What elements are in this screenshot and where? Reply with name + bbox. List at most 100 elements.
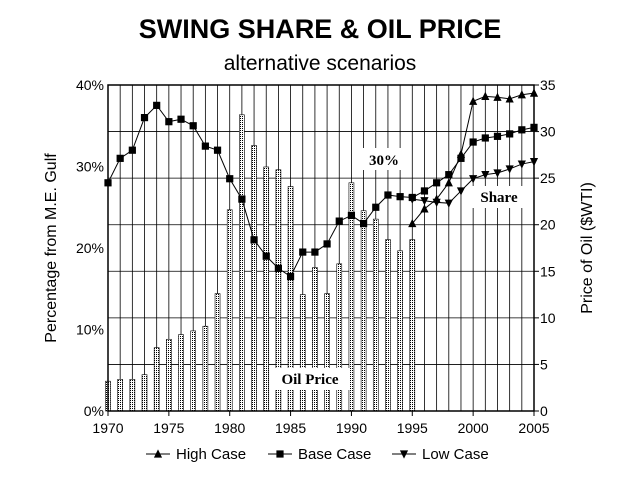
series-point-base-case — [140, 114, 149, 122]
y-right-tick-label: 10 — [540, 310, 556, 326]
series-point-low-case — [505, 165, 514, 174]
y-right-tick-label: 0 — [540, 403, 548, 419]
series-point-low-case — [432, 198, 441, 207]
y-axis-left-label: Percentage from M.E. Gulf — [43, 153, 60, 343]
series-point-low-case — [481, 171, 490, 180]
legend-marker — [153, 449, 163, 458]
axis-ticks: 1970 1975 1980 1985 1990 1995 2000 20050%10%20%… — [76, 77, 556, 436]
series-point-high-case — [505, 94, 514, 103]
annotation-share-level-text: 30% — [369, 153, 399, 169]
oil-price-bar — [117, 379, 123, 412]
y-left-tick-label: 20% — [76, 240, 104, 256]
y-left-tick-label: 0% — [84, 403, 104, 419]
series-point-base-case — [372, 203, 380, 211]
oil-price-bar — [226, 209, 233, 412]
legend-label: High Case — [176, 446, 246, 463]
annotation-oil-price: Oil Price — [270, 368, 350, 390]
series-point-base-case — [286, 272, 295, 281]
series-point-high-case — [481, 91, 490, 101]
series-point-low-case — [469, 175, 478, 184]
series-point-low-case — [408, 195, 417, 204]
share-lines — [104, 88, 539, 281]
y-right-tick-label: 25 — [540, 170, 556, 186]
x-tick-label: 1995 — [397, 420, 428, 436]
legend-label: Base Case — [298, 446, 371, 463]
series-point-base-case — [445, 171, 453, 179]
series-point-base-case — [238, 195, 246, 203]
x-tick-label: 2000 — [458, 420, 489, 436]
annotation-share-level: 30% — [362, 148, 406, 170]
series-point-base-case — [469, 138, 477, 146]
oil-price-bar — [129, 379, 136, 412]
series-point-base-case — [213, 146, 222, 154]
series-point-base-case — [299, 248, 307, 256]
oil-price-bar — [202, 325, 209, 412]
chart-subtitle: alternative scenarios — [224, 52, 417, 75]
oil-price-bar — [409, 239, 416, 412]
y-right-tick-label: 20 — [540, 217, 556, 233]
x-tick-label: 1985 — [275, 420, 306, 436]
series-point-base-case — [396, 193, 404, 201]
x-tick-label: 2005 — [518, 420, 549, 436]
oil-price-bar — [372, 218, 379, 412]
series-point-base-case — [335, 217, 343, 225]
series-point-base-case — [226, 175, 234, 183]
y-axis-right-label: Price of Oil ($WTI) — [579, 182, 596, 314]
series-point-high-case — [408, 218, 417, 228]
series-point-low-case — [493, 169, 502, 178]
series-point-base-case — [481, 134, 489, 142]
legend-item-base-case: Base Case — [268, 446, 371, 463]
oil-price-bar — [141, 374, 148, 412]
series-point-high-case — [420, 204, 429, 213]
y-left-tick-label: 30% — [76, 159, 104, 175]
oil-price-bar — [251, 145, 257, 412]
y-right-tick-label: 35 — [540, 77, 556, 93]
x-tick-label: 1975 — [153, 420, 184, 436]
series-point-base-case — [506, 130, 514, 138]
series-point-base-case — [323, 240, 331, 248]
series-point-base-case — [153, 101, 161, 109]
series-point-high-case — [469, 96, 478, 105]
oil-price-bar — [360, 210, 367, 412]
series-point-base-case — [128, 146, 136, 154]
series-point-low-case — [420, 197, 429, 206]
series-point-high-case — [517, 90, 526, 99]
chart-title: SWING SHARE & OIL PRICE — [139, 14, 502, 44]
series-point-base-case — [347, 211, 356, 219]
series-point-base-case — [177, 115, 185, 123]
series-point-base-case — [433, 179, 441, 187]
series-point-base-case — [116, 154, 124, 162]
series-point-base-case — [493, 132, 502, 140]
y-left-tick-label: 10% — [76, 322, 104, 338]
series-point-low-case — [517, 160, 526, 169]
series-point-base-case — [420, 187, 429, 195]
series-point-base-case — [274, 264, 282, 272]
series-point-low-case — [444, 199, 453, 208]
series-point-high-case — [444, 178, 453, 187]
oil-price-bar — [166, 338, 172, 412]
legend-marker — [276, 450, 284, 458]
y-left-tick-label: 40% — [76, 77, 104, 93]
oil-price-bar — [324, 293, 330, 412]
plot-frame — [107, 84, 535, 412]
series-point-high-case — [493, 92, 502, 101]
series-point-base-case — [250, 236, 258, 244]
oil-price-bar — [178, 334, 184, 412]
series-point-base-case — [518, 126, 526, 134]
annotation-share: Share — [470, 186, 528, 208]
legend-marker — [399, 450, 409, 459]
oil-price-bar — [190, 330, 196, 412]
y-right-tick-label: 15 — [540, 263, 556, 279]
x-tick-label: 1970 — [92, 420, 123, 436]
legend-item-low-case: Low Case — [392, 446, 489, 463]
series-point-base-case — [360, 219, 368, 228]
series-point-base-case — [201, 142, 209, 150]
series-point-base-case — [165, 118, 173, 126]
series-point-base-case — [457, 154, 465, 162]
x-tick-label: 1990 — [336, 420, 367, 436]
oil-price-bar — [239, 114, 245, 412]
y-right-tick-label: 5 — [540, 356, 548, 372]
series-point-base-case — [189, 122, 197, 130]
series-point-low-case — [456, 187, 466, 196]
